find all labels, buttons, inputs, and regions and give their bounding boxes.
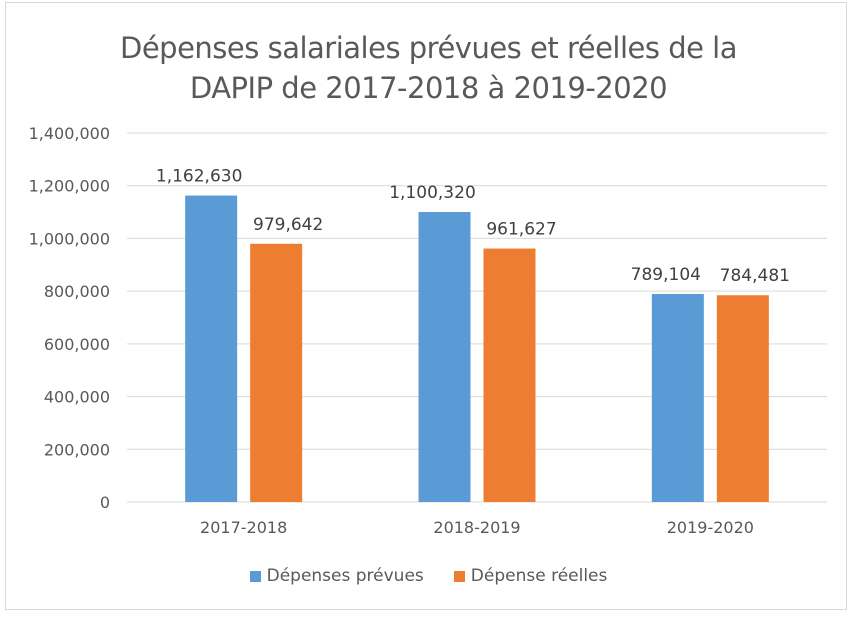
- y-tick-label: 1,000,000: [29, 229, 110, 248]
- bars: [185, 195, 769, 502]
- data-label: 1,162,630: [156, 167, 243, 187]
- legend-swatch-planned: [249, 570, 261, 582]
- data-label: 1,100,320: [389, 183, 476, 203]
- y-tick-label: 600,000: [44, 335, 110, 354]
- gridlines: [127, 132, 827, 503]
- y-tick-label: 400,000: [44, 388, 110, 407]
- chart-title-line-1: Dépenses salariales prévues et réelles d…: [120, 31, 738, 65]
- bar-actual-2019-2020: [716, 295, 769, 502]
- y-tick-label: 1,400,000: [29, 124, 110, 143]
- data-label: 789,104: [631, 265, 701, 285]
- y-tick-label: 800,000: [44, 282, 110, 301]
- data-label: 979,642: [253, 215, 323, 235]
- data-label: 961,627: [486, 220, 556, 240]
- bar-planned-2018-2019: [418, 211, 471, 502]
- bar-planned-2017-2018: [185, 195, 238, 502]
- legend-label-actual: Dépense réelles: [470, 566, 608, 586]
- legend-label-planned: Dépenses prévues: [266, 566, 424, 586]
- bar-actual-2017-2018: [250, 243, 303, 502]
- chart-title: Dépenses salariales prévues et réelles d…: [0, 28, 857, 108]
- bar-planned-2019-2020: [651, 294, 704, 502]
- legend: Dépenses prévues Dépense réelles: [0, 566, 857, 586]
- data-label: 784,481: [720, 266, 790, 286]
- y-tick-label: 200,000: [44, 440, 110, 459]
- x-tick-label: 2018-2019: [433, 518, 520, 537]
- bar-actual-2018-2019: [483, 248, 536, 502]
- y-tick-label: 1,200,000: [29, 177, 110, 196]
- chart-title-line-2: DAPIP de 2017-2018 à 2019-2020: [189, 71, 668, 105]
- y-axis: 0 200,000 400,000 600,000 800,000 1,000,000 1,…: [29, 124, 110, 512]
- x-tick-label: 2017-2018: [200, 518, 287, 537]
- x-axis: 2017-2018 2018-2019 2019-2020: [200, 518, 754, 537]
- data-labels: 1,162,630 979,642 1,100,320 961,627 789,104 7…: [156, 167, 790, 287]
- y-tick-label: 0: [100, 493, 110, 512]
- legend-item-planned: Dépenses prévues: [249, 566, 424, 586]
- x-tick-label: 2019-2020: [667, 518, 754, 537]
- legend-swatch-actual: [453, 570, 465, 582]
- legend-item-actual: Dépense réelles: [453, 566, 608, 586]
